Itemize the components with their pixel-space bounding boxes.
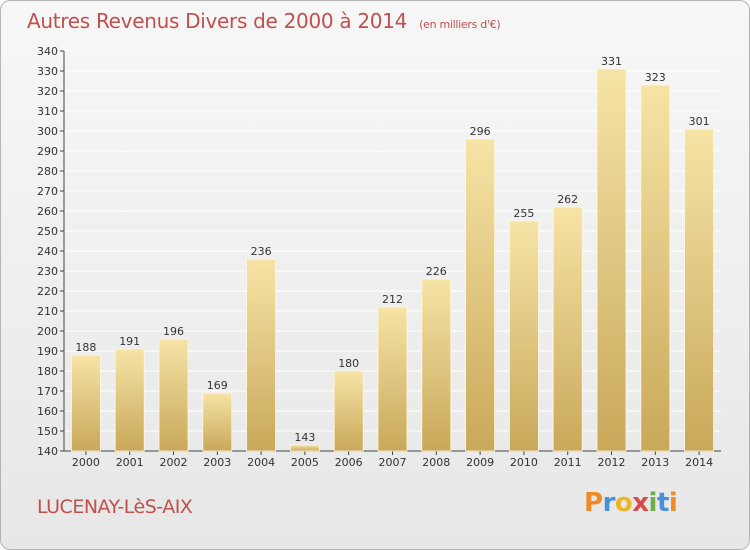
x-tick-label: 2003 — [203, 456, 231, 469]
logo-letter: r — [602, 488, 616, 518]
bar — [158, 338, 189, 452]
y-tick-label: 140 — [37, 445, 58, 458]
bar — [246, 258, 277, 452]
bar — [552, 206, 583, 452]
chart-title: Autres Revenus Divers de 2000 à 2014 (en… — [27, 9, 501, 33]
data-label: 236 — [251, 245, 272, 258]
x-tick-label: 2002 — [160, 456, 188, 469]
x-tick-label: 2001 — [116, 456, 144, 469]
bar — [289, 444, 320, 452]
logo-letter: i — [668, 488, 678, 518]
bar — [596, 68, 627, 452]
x-tick-label: 2010 — [510, 456, 538, 469]
x-tick-label: 2014 — [685, 456, 713, 469]
x-tick-label: 2012 — [598, 456, 626, 469]
y-tick-label: 340 — [37, 45, 58, 58]
y-tick-label: 170 — [37, 385, 58, 398]
y-tick-label: 260 — [37, 205, 58, 218]
y-tick-label: 190 — [37, 345, 58, 358]
data-label: 212 — [382, 293, 403, 306]
y-tick-label: 330 — [37, 65, 58, 78]
y-tick-label: 290 — [37, 145, 58, 158]
chart-title-text: Autres Revenus Divers de 2000 à 2014 — [27, 9, 408, 33]
bar — [508, 220, 539, 452]
data-label: 169 — [207, 379, 228, 392]
y-tick-label: 310 — [37, 105, 58, 118]
data-label: 143 — [294, 431, 315, 444]
x-tick-label: 2005 — [291, 456, 319, 469]
y-tick-label: 250 — [37, 225, 58, 238]
y-tick-label: 270 — [37, 185, 58, 198]
x-tick-label: 2008 — [422, 456, 450, 469]
bar — [421, 278, 452, 452]
y-tick-label: 280 — [37, 165, 58, 178]
bar — [114, 348, 145, 452]
bar — [333, 370, 364, 452]
y-tick-label: 320 — [37, 85, 58, 98]
y-tick-label: 300 — [37, 125, 58, 138]
bar — [640, 84, 671, 452]
y-tick-label: 220 — [37, 285, 58, 298]
x-tick-label: 2007 — [379, 456, 407, 469]
bar — [202, 392, 233, 452]
x-tick-label: 2000 — [72, 456, 100, 469]
proxiti-logo: Proxiti — [584, 488, 678, 518]
y-tick-label: 240 — [37, 245, 58, 258]
bar — [71, 354, 101, 452]
y-tick-label: 150 — [37, 425, 58, 438]
data-label: 296 — [470, 125, 491, 138]
y-tick-label: 180 — [37, 365, 58, 378]
data-label: 226 — [426, 265, 447, 278]
labels: 140 150 160 170 180 190 200 210 220 230 240 250 260 2… — [37, 45, 713, 469]
x-tick-label: 2013 — [641, 456, 669, 469]
chart-subtitle: (en milliers d'€) — [419, 18, 501, 31]
data-label: 191 — [119, 335, 140, 348]
bar — [377, 306, 408, 452]
data-label: 331 — [601, 55, 622, 68]
data-label: 180 — [338, 357, 359, 370]
bar — [465, 138, 496, 452]
data-label: 301 — [689, 115, 710, 128]
logo-letter: i — [648, 488, 658, 518]
y-tick-label: 160 — [37, 405, 58, 418]
logo-letter: t — [656, 488, 669, 518]
x-tick-label: 2011 — [554, 456, 582, 469]
logo-letter: x — [632, 488, 649, 518]
x-tick-label: 2004 — [247, 456, 275, 469]
bar — [684, 128, 714, 452]
logo-letter: P — [584, 488, 603, 518]
bars — [71, 68, 714, 452]
data-label: 196 — [163, 325, 184, 338]
y-tick-label: 230 — [37, 265, 58, 278]
x-tick-label: 2009 — [466, 456, 494, 469]
x-tick-label: 2006 — [335, 456, 363, 469]
y-tick-label: 210 — [37, 305, 58, 318]
logo-letter: o — [614, 488, 633, 518]
data-label: 323 — [645, 71, 666, 84]
data-label: 255 — [513, 207, 534, 220]
y-tick-label: 200 — [37, 325, 58, 338]
data-label: 188 — [75, 341, 96, 354]
location-label: LUCENAY-LèS-AIX — [37, 496, 193, 518]
data-label: 262 — [557, 193, 578, 206]
